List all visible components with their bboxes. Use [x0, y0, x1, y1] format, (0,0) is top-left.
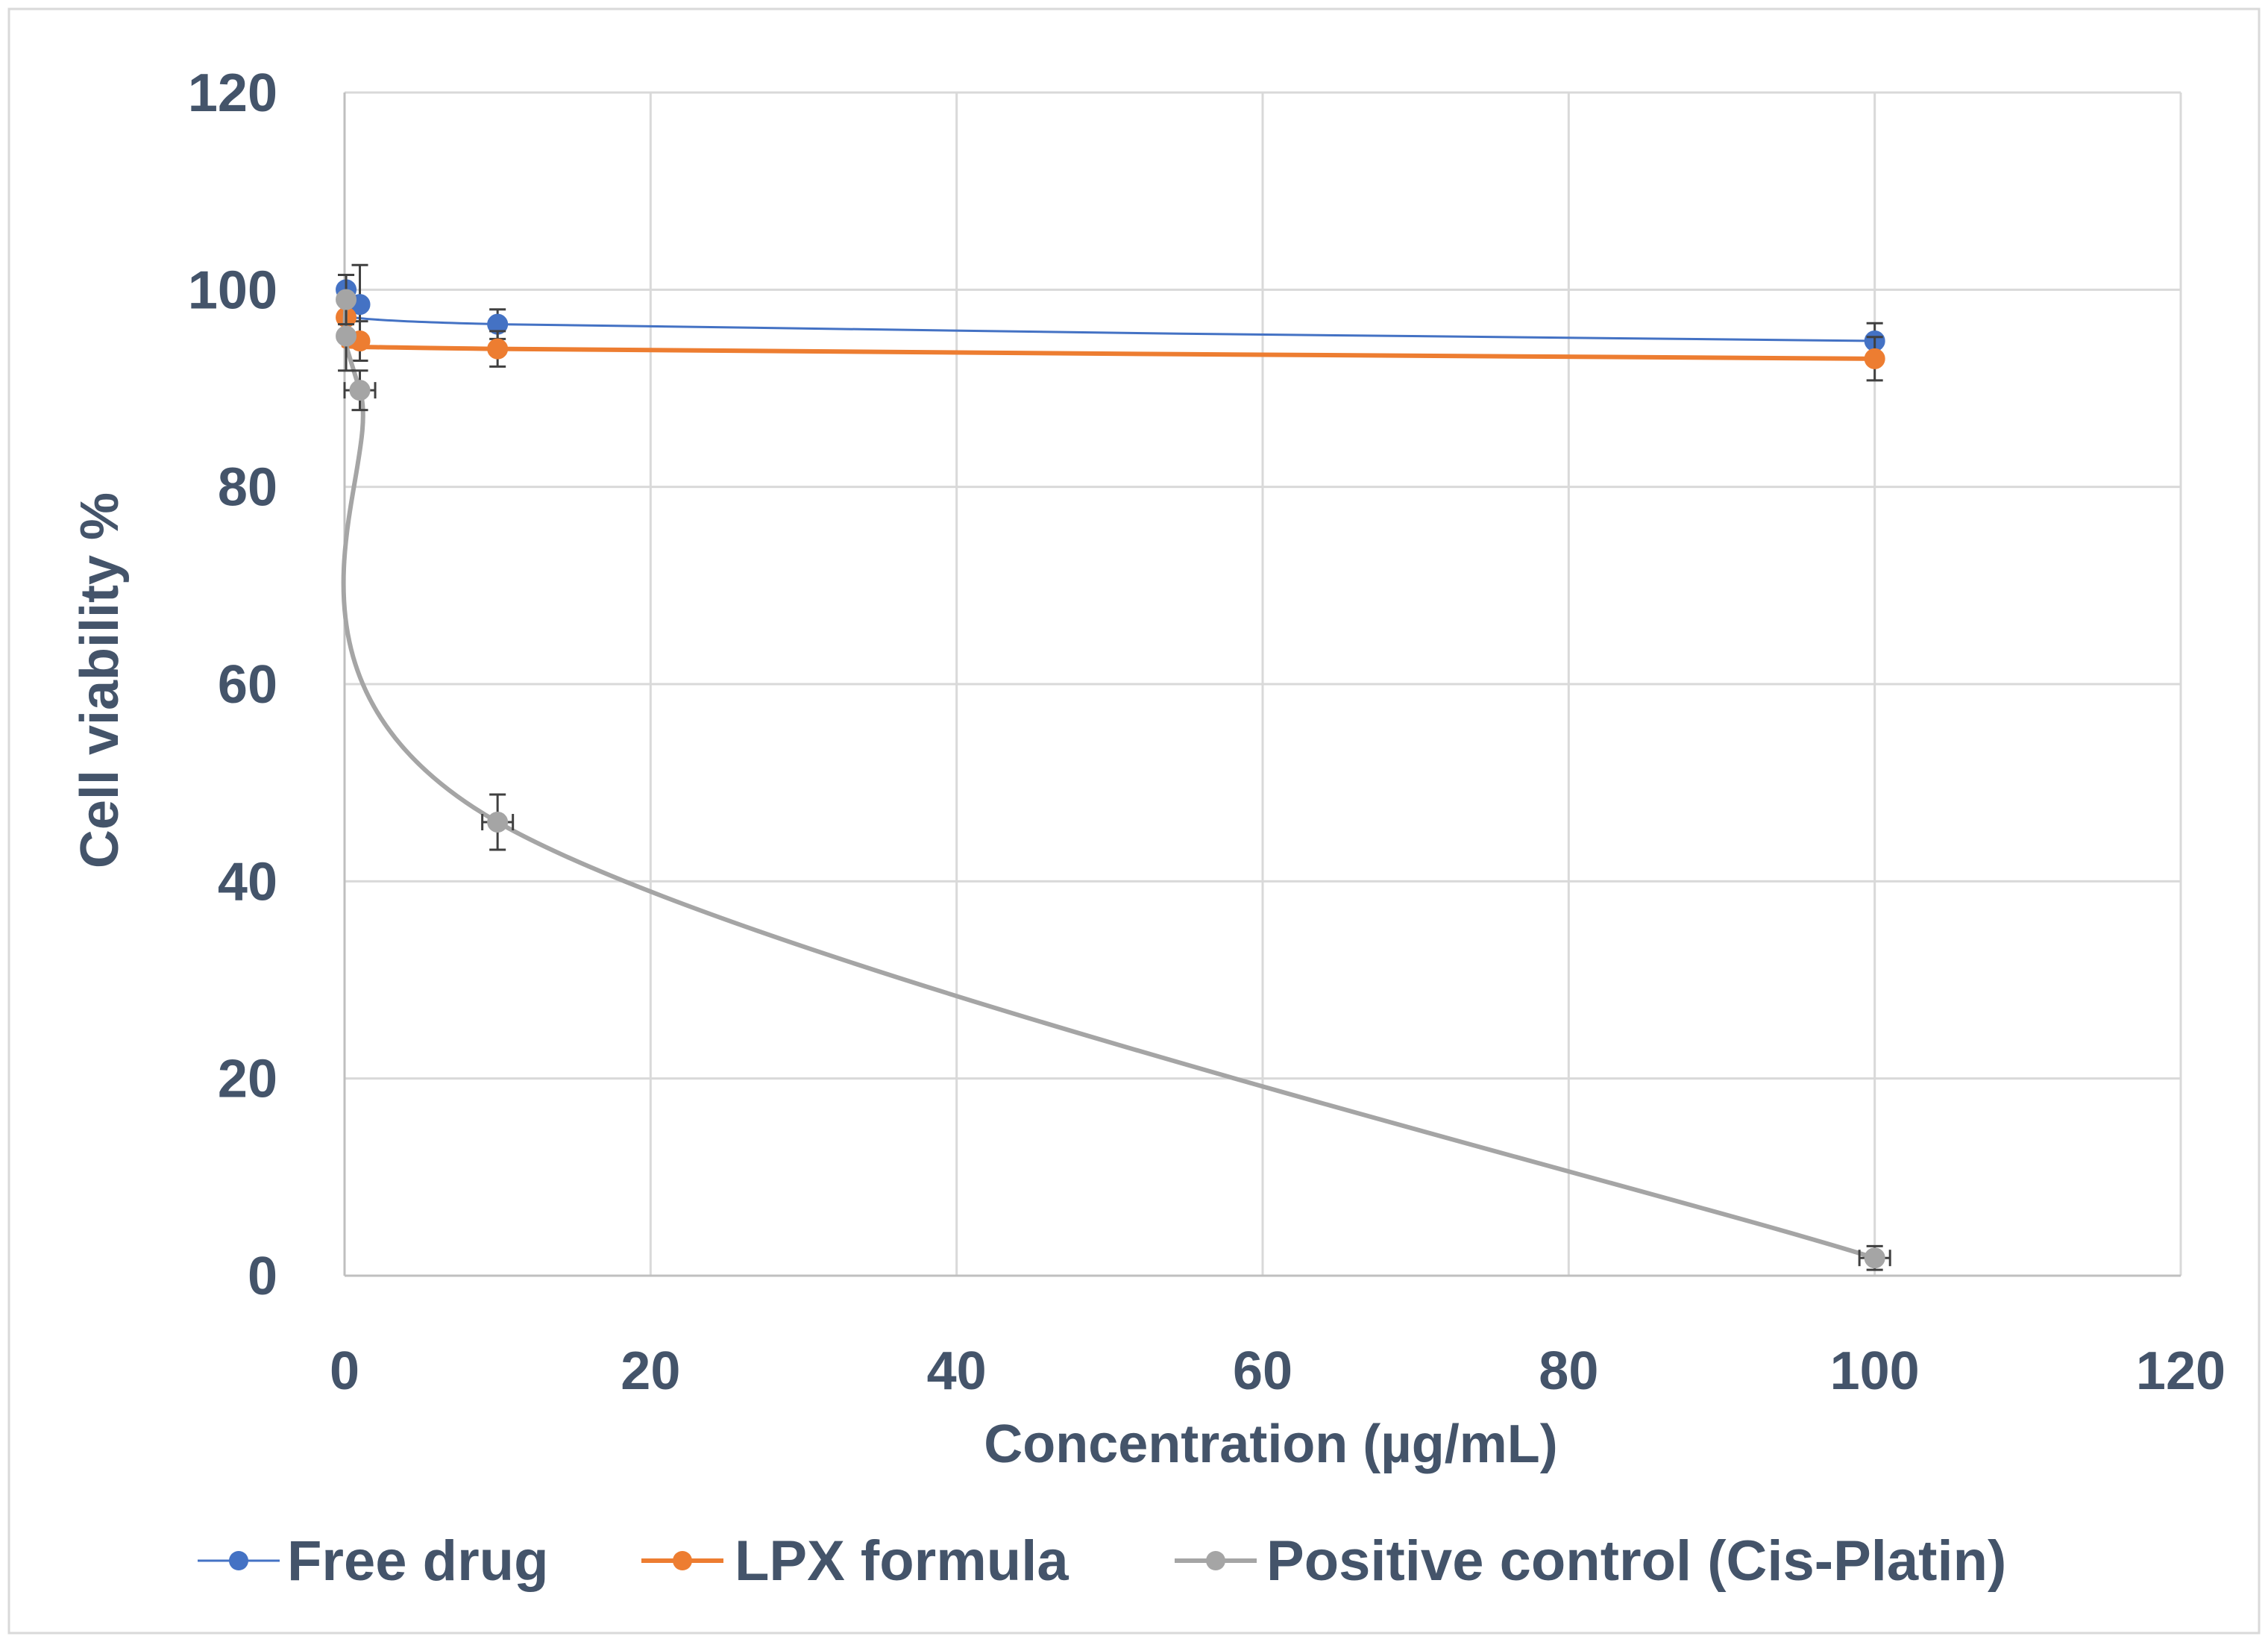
- y-tick-label: 40: [218, 852, 277, 912]
- y-tick-labels: 0 20 40 60 80 100 120: [188, 63, 277, 1306]
- series-positive-control-cis-platin: [336, 274, 1891, 1271]
- legend-item: LPX formula: [641, 1529, 1069, 1593]
- x-tick-labels: 0 20 40 60 80 100 120: [330, 1341, 2225, 1401]
- x-axis-label: Concentration (µg/mL): [984, 1414, 1557, 1474]
- legend-swatch-marker: [1206, 1551, 1225, 1570]
- y-axis-label: Cell viability %: [70, 492, 130, 868]
- x-tick-label: 20: [621, 1341, 680, 1401]
- legend-swatch-marker: [229, 1551, 248, 1570]
- legend-label: Positive control (Cis-Platin): [1266, 1529, 2006, 1593]
- legend-item: Free drug: [198, 1529, 549, 1593]
- y-tick-label: 120: [188, 63, 277, 123]
- legend-label: LPX formula: [735, 1529, 1069, 1593]
- x-tick-label: 0: [330, 1341, 359, 1401]
- data-point: [336, 325, 357, 347]
- series-layer: [336, 263, 1891, 1271]
- x-tick-label: 100: [1830, 1341, 1920, 1401]
- data-point: [487, 338, 509, 360]
- x-tick-label: 80: [1539, 1341, 1598, 1401]
- y-tick-label: 0: [248, 1247, 277, 1306]
- legend-label: Free drug: [287, 1529, 549, 1593]
- data-point: [1864, 1247, 1885, 1269]
- data-point: [349, 380, 371, 401]
- x-tick-label: 60: [1233, 1341, 1292, 1401]
- x-tick-label: 40: [927, 1341, 987, 1401]
- data-point: [336, 289, 357, 310]
- chart-border: [7, 7, 2261, 1635]
- data-point: [1864, 348, 1885, 369]
- y-tick-label: 100: [188, 260, 277, 320]
- y-tick-label: 60: [218, 655, 277, 715]
- data-point: [487, 812, 509, 833]
- y-tick-label: 20: [218, 1050, 277, 1109]
- legend: Free drug LPX formula Positive control (Ci…: [198, 1529, 2006, 1593]
- y-tick-label: 80: [218, 458, 277, 518]
- legend-swatch-marker: [673, 1551, 692, 1570]
- legend-item: Positive control (Cis-Platin): [1175, 1529, 2006, 1593]
- x-tick-label: 120: [2136, 1341, 2225, 1401]
